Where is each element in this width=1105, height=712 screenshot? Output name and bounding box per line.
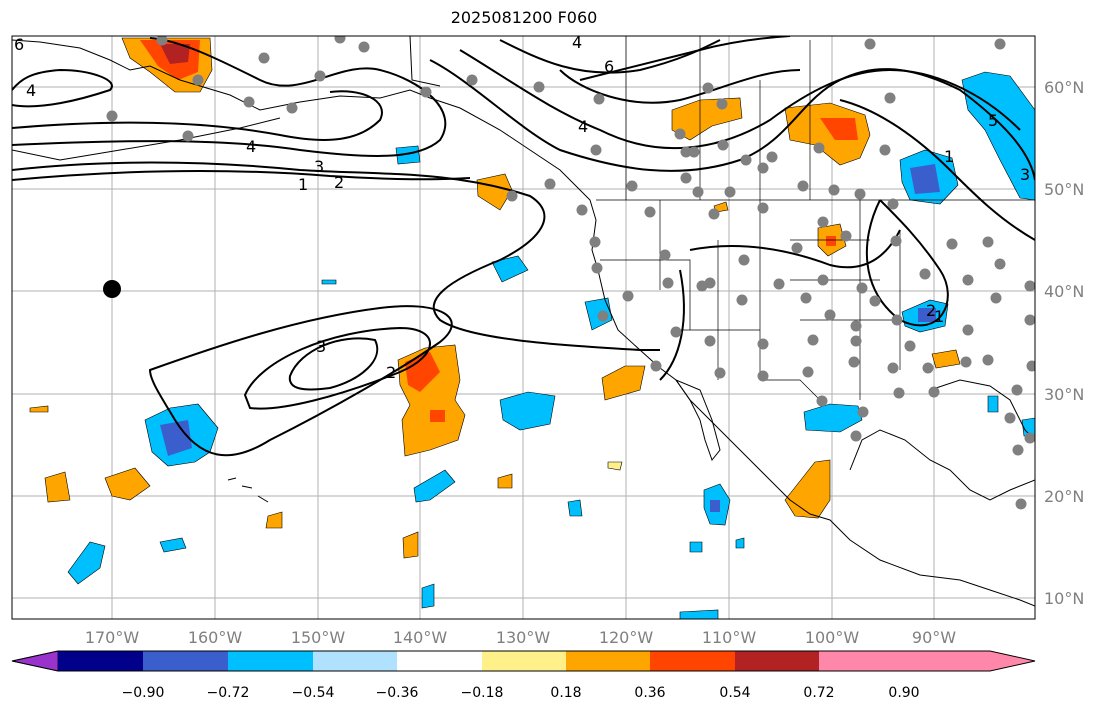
colorbar-segment <box>566 651 650 671</box>
lon-label: 110°W <box>702 628 757 647</box>
lon-label: 140°W <box>393 628 448 647</box>
contour-label: 4 <box>572 33 582 52</box>
contour-label: 4 <box>578 117 588 136</box>
colorbar-segment <box>58 651 143 671</box>
colorbar-left-extension <box>11 650 59 672</box>
contour-label: 4 <box>26 81 36 100</box>
colorbar-segment <box>482 651 566 671</box>
colorbar-segment <box>650 651 735 671</box>
lat-label: 10°N <box>1044 589 1084 608</box>
latitude-labels: 60°N 50°N 40°N 30°N 20°N 10°N <box>1044 78 1084 608</box>
contour-label: 2 <box>334 173 344 192</box>
colorbar-tick-label: 0.18 <box>550 685 581 701</box>
contour-label: 2 <box>386 363 396 382</box>
colorbar-tick-label: 0.72 <box>803 685 834 701</box>
lon-label: 90°W <box>912 628 956 647</box>
lat-label: 20°N <box>1044 487 1084 506</box>
point-marker <box>103 280 121 298</box>
colorbar-tick-label: 0.90 <box>888 685 919 701</box>
lat-label: 30°N <box>1044 385 1084 404</box>
political-boundaries <box>596 36 1035 401</box>
colorbar-tick-label: 0.36 <box>634 685 665 701</box>
anomaly-fills <box>29 37 1035 619</box>
colorbar-tick-label: −0.36 <box>376 685 419 701</box>
colorbar-segment <box>735 651 819 671</box>
colorbar-tick-label: −0.90 <box>122 685 165 701</box>
contour-label: 3 <box>314 157 324 176</box>
colorbar: −0.90 −0.72 −0.54 −0.36 −0.18 0.18 0.36 … <box>11 650 1036 701</box>
contour-label: 4 <box>246 137 256 156</box>
contour-label: 2 <box>926 301 936 320</box>
contour-label-group: 6 4 4 3 2 1 6 4 4 5 1 3 2 1 2 3 <box>14 33 1030 382</box>
map-title: 2025081200 F060 <box>450 8 598 27</box>
map-frame <box>11 35 1036 620</box>
contour-label: 3 <box>1020 165 1030 184</box>
colorbar-segment <box>143 651 228 671</box>
contour-label: 6 <box>604 57 614 76</box>
contour-label: 1 <box>944 147 954 166</box>
colorbar-segment <box>397 651 482 671</box>
longitude-labels: 170°W 160°W 150°W 140°W 130°W 120°W 110°… <box>85 628 956 647</box>
lon-label: 160°W <box>188 628 243 647</box>
contour-label: 1 <box>298 175 308 194</box>
colorbar-segment <box>819 651 904 671</box>
lon-label: 100°W <box>805 628 860 647</box>
lon-label: 170°W <box>85 628 140 647</box>
lon-label: 150°W <box>291 628 346 647</box>
colorbar-segment <box>313 651 397 671</box>
lon-label: 130°W <box>496 628 551 647</box>
colorbar-ticks: −0.90 −0.72 −0.54 −0.36 −0.18 0.18 0.36 … <box>122 685 920 701</box>
coastlines <box>12 36 1035 607</box>
contour-label: 5 <box>988 111 998 130</box>
contour-label: 6 <box>14 35 24 54</box>
colorbar-tick-label: 0.54 <box>719 685 750 701</box>
lat-label: 60°N <box>1044 78 1084 97</box>
colorbar-tick-label: −0.18 <box>461 685 504 701</box>
contour-label: 3 <box>316 337 326 356</box>
colorbar-right-extension <box>904 651 1035 671</box>
contour-label: 1 <box>934 307 944 326</box>
colorbar-tick-label: −0.72 <box>207 685 250 701</box>
lon-label: 120°W <box>599 628 654 647</box>
colorbar-tick-label: −0.54 <box>292 685 335 701</box>
grid-lines <box>12 36 1035 619</box>
station-markers <box>106 36 1035 510</box>
map-content: 6 4 4 3 2 1 6 4 4 5 1 3 2 1 2 3 <box>12 33 1035 619</box>
colorbar-outline <box>11 650 1036 672</box>
lat-label: 40°N <box>1044 282 1084 301</box>
lat-label: 50°N <box>1044 180 1084 199</box>
colorbar-segment <box>228 651 313 671</box>
height-contours <box>12 36 1035 457</box>
